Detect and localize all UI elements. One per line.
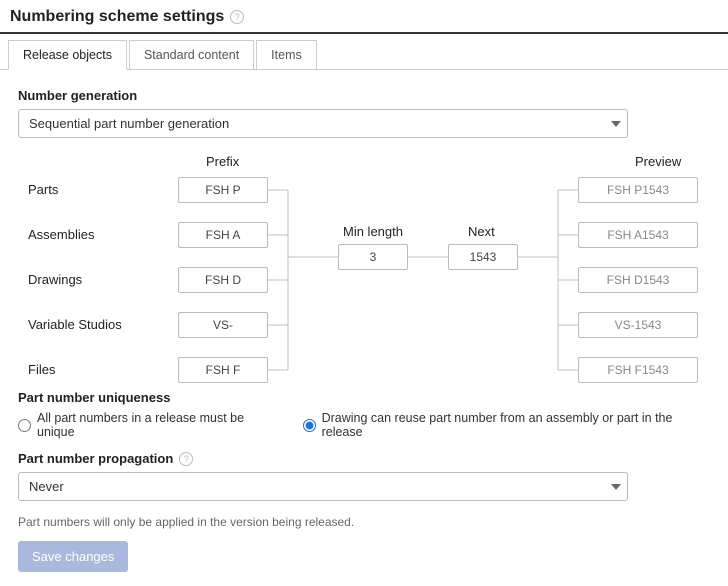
col-preview: Preview bbox=[635, 154, 681, 169]
min-length-input[interactable] bbox=[338, 244, 408, 270]
numbering-diagram: Prefix Preview Min length Next Parts FSH… bbox=[18, 152, 710, 382]
radio-drawing-reuse-input[interactable] bbox=[303, 419, 316, 432]
tab-standard-content[interactable]: Standard content bbox=[129, 40, 254, 69]
radio-all-unique-label: All part numbers in a release must be un… bbox=[37, 411, 281, 439]
uniqueness-label: Part number uniqueness bbox=[18, 390, 710, 405]
help-icon[interactable]: ? bbox=[179, 452, 193, 466]
number-generation-select[interactable]: Sequential part number generation bbox=[18, 109, 628, 138]
tabs: Release objects Standard content Items bbox=[0, 40, 728, 70]
radio-all-unique[interactable]: All part numbers in a release must be un… bbox=[18, 411, 281, 439]
row-label-parts: Parts bbox=[28, 182, 58, 197]
col-min-length: Min length bbox=[343, 224, 403, 239]
propagation-label: Part number propagation bbox=[18, 451, 173, 466]
preview-files: FSH F1543 bbox=[578, 357, 698, 383]
help-icon[interactable]: ? bbox=[230, 10, 244, 24]
propagation-select[interactable]: Never bbox=[18, 472, 628, 501]
prefix-assemblies[interactable] bbox=[178, 222, 268, 248]
preview-assemblies: FSH A1543 bbox=[578, 222, 698, 248]
preview-variable-studios: VS-1543 bbox=[578, 312, 698, 338]
next-input[interactable] bbox=[448, 244, 518, 270]
col-prefix: Prefix bbox=[206, 154, 239, 169]
preview-parts: FSH P1543 bbox=[578, 177, 698, 203]
propagation-hint: Part numbers will only be applied in the… bbox=[18, 515, 710, 529]
row-label-drawings: Drawings bbox=[28, 272, 82, 287]
tab-release-objects[interactable]: Release objects bbox=[8, 40, 127, 70]
page-title: Numbering scheme settings bbox=[10, 8, 224, 26]
row-label-assemblies: Assemblies bbox=[28, 227, 94, 242]
prefix-variable-studios[interactable] bbox=[178, 312, 268, 338]
radio-drawing-reuse[interactable]: Drawing can reuse part number from an as… bbox=[303, 411, 710, 439]
radio-drawing-reuse-label: Drawing can reuse part number from an as… bbox=[322, 411, 710, 439]
prefix-drawings[interactable] bbox=[178, 267, 268, 293]
number-generation-label: Number generation bbox=[18, 88, 710, 103]
row-label-variable-studios: Variable Studios bbox=[28, 317, 122, 332]
col-next: Next bbox=[468, 224, 495, 239]
row-label-files: Files bbox=[28, 362, 55, 377]
prefix-files[interactable] bbox=[178, 357, 268, 383]
save-button[interactable]: Save changes bbox=[18, 541, 128, 572]
prefix-parts[interactable] bbox=[178, 177, 268, 203]
preview-drawings: FSH D1543 bbox=[578, 267, 698, 293]
tab-items[interactable]: Items bbox=[256, 40, 317, 69]
radio-all-unique-input[interactable] bbox=[18, 419, 31, 432]
